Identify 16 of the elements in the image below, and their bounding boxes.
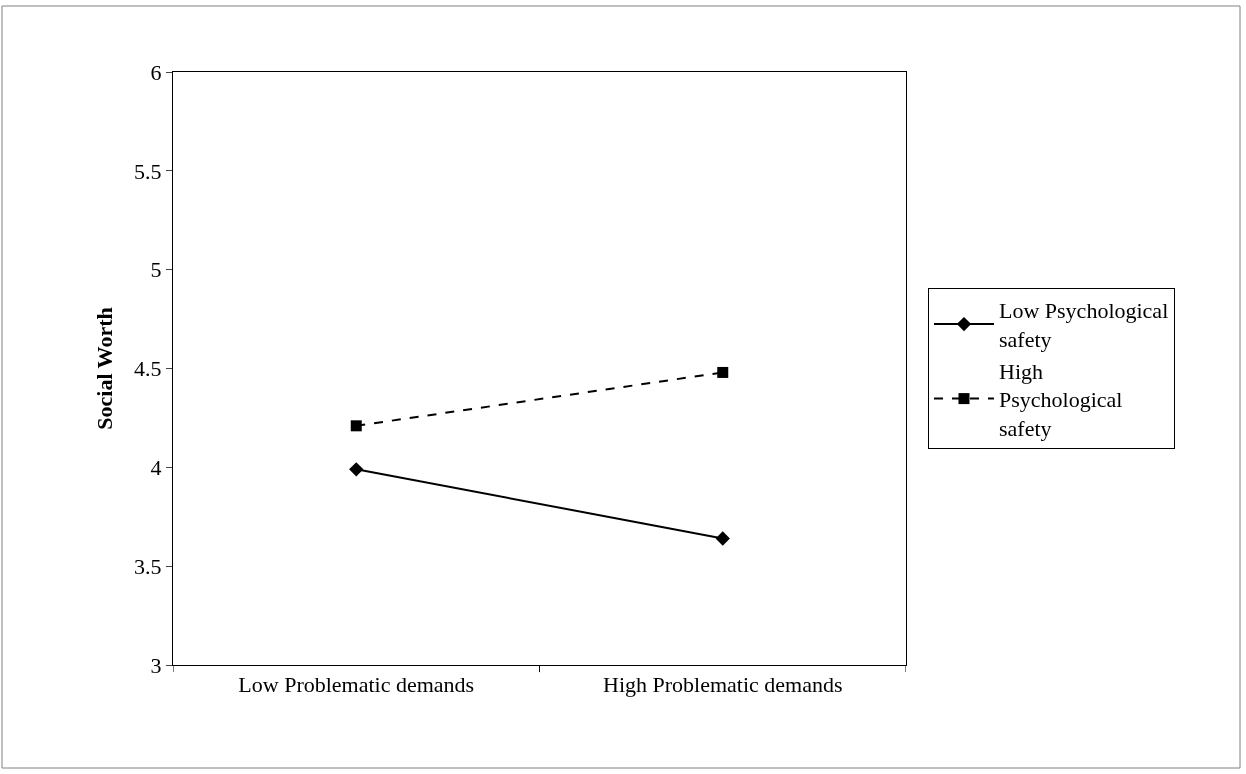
y-axis-title: Social Worth <box>91 307 117 430</box>
y-tick-label: 5.5 <box>134 158 162 184</box>
point <box>715 531 730 546</box>
point <box>349 462 364 477</box>
y-tick-label: 5 <box>150 257 162 283</box>
x-tick-label: Low Problematic demands <box>238 672 475 698</box>
legend-label: High Psychological safety <box>998 358 1123 441</box>
point <box>717 366 729 378</box>
y-tick-label: 4 <box>150 455 162 481</box>
x-tick-label: High Problematic demands <box>602 672 843 698</box>
legend-label: Low Psychological safety <box>998 298 1169 352</box>
y-tick-label: 3.5 <box>134 553 162 579</box>
y-tick-label: 3 <box>150 652 162 678</box>
y-tick-label: 6 <box>150 59 162 85</box>
point <box>350 420 362 432</box>
y-tick-label: 4.5 <box>134 356 162 382</box>
